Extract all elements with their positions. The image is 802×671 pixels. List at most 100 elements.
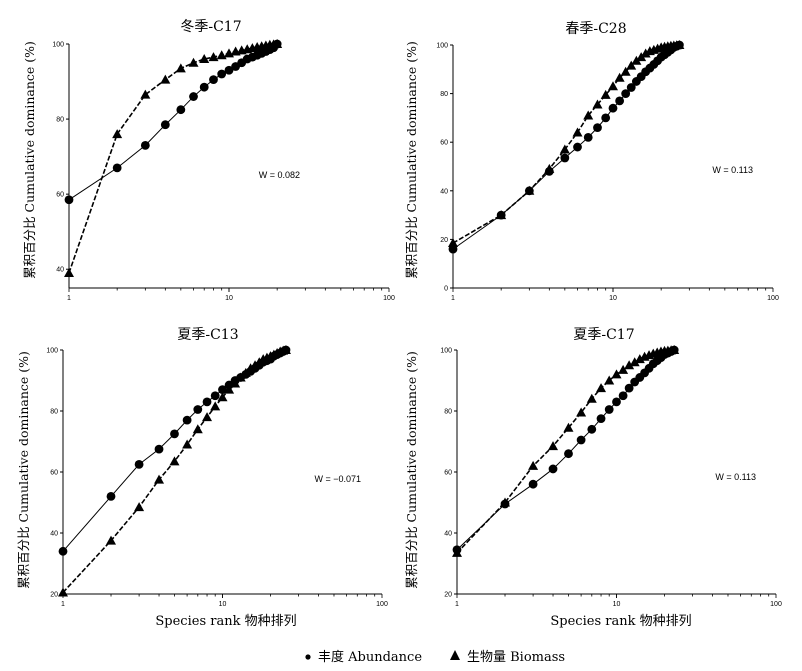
abundance-point bbox=[140, 140, 150, 150]
biomass-point bbox=[528, 460, 539, 470]
biomass-point bbox=[544, 163, 555, 173]
abundance-point bbox=[583, 132, 593, 142]
biomass-point bbox=[64, 267, 74, 277]
abundance-point bbox=[160, 120, 170, 130]
biomass-point bbox=[448, 238, 458, 248]
y-tick-label: 80 bbox=[440, 91, 448, 98]
biomass-point bbox=[496, 210, 507, 220]
biomass-point bbox=[576, 407, 587, 417]
x-tick-label: 10 bbox=[609, 295, 617, 302]
w-statistic-label: W = 0.082 bbox=[259, 170, 300, 180]
biomass-point bbox=[235, 372, 246, 382]
biomass-point bbox=[572, 127, 583, 137]
biomass-point bbox=[160, 74, 171, 84]
abundance-point bbox=[604, 405, 614, 414]
biomass-point bbox=[548, 441, 559, 451]
abundance-point bbox=[170, 429, 179, 439]
x-axis-title: Species rank 物种排列 bbox=[550, 614, 691, 629]
abundance-point bbox=[612, 397, 621, 407]
y-tick-label: 60 bbox=[444, 470, 452, 477]
y-tick-label: 100 bbox=[46, 348, 58, 355]
x-tick-label: 1 bbox=[455, 601, 459, 608]
biomass-point bbox=[112, 129, 123, 139]
y-axis-title: 累积百分比 Cumulative dominance (%) bbox=[22, 41, 37, 279]
biomass-point bbox=[629, 357, 640, 367]
biomass-point bbox=[592, 99, 603, 109]
biomass-point bbox=[216, 50, 227, 60]
y-axis-title: 累积百分比 Cumulative dominance (%) bbox=[404, 351, 419, 589]
legend-label-abundance: 丰度 Abundance bbox=[318, 649, 422, 665]
abundance-point bbox=[112, 163, 122, 173]
biomass-point bbox=[188, 57, 199, 67]
x-tick-label: 1 bbox=[67, 295, 71, 302]
abundance-point bbox=[106, 492, 116, 501]
biomass-point bbox=[208, 52, 219, 62]
legend-label-biomass: 生物量 Biomass bbox=[467, 650, 565, 665]
abundance-series-line bbox=[68, 43, 278, 201]
biomass-point bbox=[563, 422, 574, 432]
biomass-point bbox=[620, 66, 631, 76]
biomass-point bbox=[134, 502, 145, 512]
biomass-point bbox=[500, 497, 511, 507]
y-tick-label: 80 bbox=[50, 409, 58, 416]
abundance-point bbox=[199, 82, 209, 92]
x-tick-label: 100 bbox=[770, 601, 782, 608]
legend-circle-marker bbox=[305, 654, 311, 660]
biomass-point bbox=[217, 392, 228, 402]
biomass-point bbox=[583, 110, 594, 120]
biomass-point bbox=[669, 345, 680, 354]
abundance-point bbox=[624, 383, 634, 393]
y-tick-label: 100 bbox=[52, 42, 64, 49]
w-statistic-label: W = −0.071 bbox=[314, 474, 361, 484]
biomass-point bbox=[106, 535, 117, 545]
abundance-point bbox=[176, 105, 186, 115]
y-tick-label: 20 bbox=[440, 237, 448, 244]
biomass-point bbox=[272, 39, 283, 48]
chart-title: 春季-C28 bbox=[565, 21, 626, 37]
biomass-point bbox=[640, 48, 651, 58]
biomass-point bbox=[250, 360, 261, 370]
biomass-point bbox=[154, 474, 165, 484]
biomass-point bbox=[280, 345, 291, 354]
x-tick-label: 1 bbox=[61, 601, 65, 608]
biomass-point bbox=[634, 354, 645, 364]
abundance-point bbox=[601, 113, 611, 123]
x-axis-title: Species rank 物种排列 bbox=[155, 614, 296, 629]
y-tick-label: 40 bbox=[440, 188, 448, 195]
y-tick-label: 80 bbox=[444, 409, 452, 416]
y-tick-label: 60 bbox=[440, 140, 448, 147]
abundance-point bbox=[596, 414, 606, 424]
biomass-point bbox=[624, 360, 635, 370]
biomass-point bbox=[452, 547, 462, 557]
biomass-series-line bbox=[68, 43, 278, 274]
chart-panel-2: 0 20 40 60 80 100 1 10 100 春季-C28 W = 0.113 bbox=[436, 21, 779, 302]
x-tick-label: 100 bbox=[383, 295, 395, 302]
x-tick-label: 10 bbox=[613, 601, 621, 608]
abundance-point bbox=[210, 391, 220, 401]
y-tick-label: 60 bbox=[56, 192, 64, 199]
abundance-point bbox=[548, 464, 558, 474]
legend: 丰度 Abundance 生物量 Biomass bbox=[305, 649, 565, 665]
biomass-point bbox=[192, 424, 203, 434]
x-tick-label: 10 bbox=[225, 295, 233, 302]
chart-title: 冬季-C17 bbox=[180, 19, 241, 35]
x-tick-label: 100 bbox=[767, 295, 779, 302]
abundance-point bbox=[587, 424, 597, 434]
y-tick-label: 20 bbox=[50, 592, 58, 599]
biomass-point bbox=[182, 439, 193, 449]
y-tick-label: 60 bbox=[50, 470, 58, 477]
chart-panel-1: 40 60 80 100 1 10 100 冬季-C17 W = 0.082 bbox=[52, 19, 395, 302]
abundance-point bbox=[615, 96, 625, 106]
abundance-point bbox=[218, 385, 227, 395]
abundance-point bbox=[608, 103, 618, 113]
biomass-series-line bbox=[62, 349, 287, 594]
biomass-point bbox=[202, 412, 213, 422]
biomass-point bbox=[586, 393, 597, 403]
abundance-point bbox=[621, 89, 631, 98]
abundance-point bbox=[193, 405, 203, 414]
chart-title: 夏季-C13 bbox=[177, 327, 238, 343]
abundance-point bbox=[618, 391, 628, 401]
y-tick-label: 80 bbox=[56, 117, 64, 124]
y-axis-title: 累积百分比 Cumulative dominance (%) bbox=[404, 41, 419, 279]
biomass-point bbox=[199, 54, 210, 64]
